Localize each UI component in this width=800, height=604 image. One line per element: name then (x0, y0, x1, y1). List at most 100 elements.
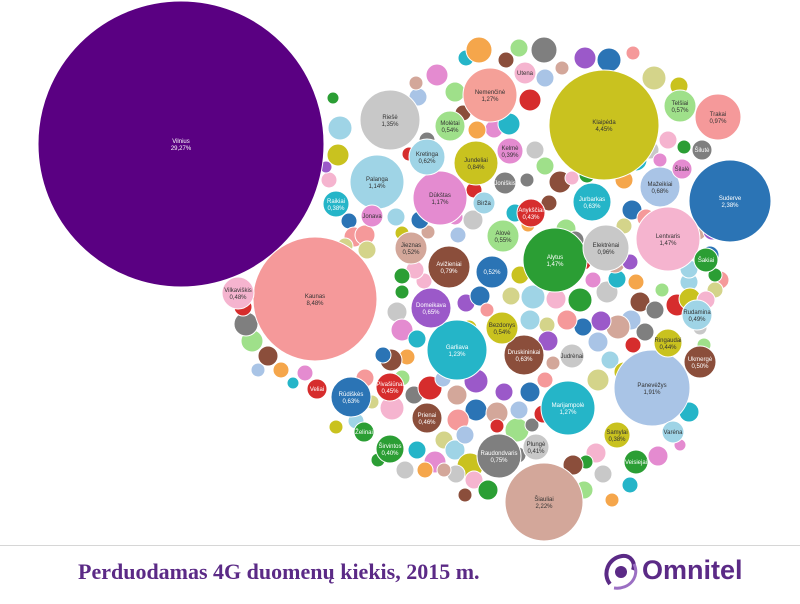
bubble-value: 1,27% (481, 97, 499, 103)
bubble-name: Kretinga (416, 152, 439, 158)
bubble: Šilalė (671, 158, 693, 180)
filler-bubble (408, 75, 424, 91)
bubble-circle (572, 182, 612, 222)
bubble-value: 4,45% (595, 127, 613, 133)
filler-bubble (395, 460, 415, 480)
bubble-circle (635, 206, 701, 272)
filler-bubble (328, 419, 344, 435)
bubble: Judrėnai (559, 343, 585, 369)
filler-bubble (327, 115, 353, 141)
bubble-name: Trakai (710, 112, 726, 118)
filler-bubble (407, 329, 427, 349)
bubble-value: 0,38% (327, 206, 345, 212)
filler-bubble (250, 362, 266, 378)
filler-bubble (573, 46, 597, 70)
filler-bubble (584, 271, 602, 289)
bubble-name: Raudondvaris (480, 451, 517, 457)
filler-bubble (465, 36, 493, 64)
bubble-name: Šilutė (694, 147, 710, 154)
bubble-circle (691, 139, 713, 161)
filler-bubble (587, 331, 609, 353)
bubble-name: Palanga (366, 177, 389, 183)
filler-bubble (497, 51, 515, 69)
bubble: Joniškis (493, 171, 517, 195)
bubble: Utena (513, 61, 537, 85)
bubble-circle (476, 433, 522, 479)
bubble-circle (394, 231, 428, 265)
filler-bubble (635, 322, 655, 342)
bubble-name: Alovė (495, 231, 511, 237)
bubble-circle (453, 140, 499, 186)
bubble-value: 0,40% (381, 451, 399, 457)
filler-bubble (647, 445, 669, 467)
chart-title: Perduodamas 4G duomenų kiekis, 2015 m. (78, 559, 480, 584)
bubble-circle (411, 402, 443, 434)
bubble-circle (475, 255, 509, 289)
bubble-circle (410, 287, 452, 329)
bubble-value: 8,48% (306, 301, 324, 307)
bubble-value: 0,57% (671, 108, 689, 114)
bubble-name: Judrėnai (560, 354, 583, 360)
filler-bubble (590, 310, 612, 332)
bubble-value: 0,68% (651, 189, 669, 195)
bubble-value: 0,63% (342, 399, 360, 405)
bubble-value: 0,97% (709, 119, 727, 125)
bubble-circle (427, 245, 471, 289)
bubble-name: Kelmė (501, 146, 519, 152)
bubble-value: 0,54% (493, 330, 511, 336)
bubble-name: Veisiejai (625, 460, 647, 466)
bubble: Jonava (360, 204, 384, 228)
bubble-value: 1,14% (368, 184, 386, 190)
bubble: Varėna (661, 420, 685, 444)
bubble-value: 1,27% (559, 410, 577, 416)
bubble-value: 0,44% (659, 345, 677, 351)
bubble: Šilutė (691, 139, 713, 161)
filler-bubble (326, 91, 340, 105)
bubble-value: 0,75% (490, 458, 508, 464)
bubble-name: Samylai (606, 430, 627, 436)
bubble-name: Raikiai (327, 199, 345, 205)
bubble-name: Avižieniai (436, 262, 461, 268)
bubble-value: 0,48% (229, 295, 247, 301)
bubble-circle (603, 421, 631, 449)
filler-bubble (444, 81, 466, 103)
bubble: Šakiai (693, 247, 719, 273)
bubble-circle (408, 138, 446, 176)
bubble-name: Joniškis (494, 181, 515, 187)
bubble-name: Klaipėda (592, 120, 616, 126)
bubble-name: Rudamina (683, 310, 711, 316)
filler-bubble (567, 287, 593, 313)
bubble-circle (37, 0, 325, 288)
bubble-circle (681, 299, 713, 331)
bubble-value: 1,17% (431, 200, 449, 206)
bubble-value: 0,63% (515, 357, 533, 363)
bubble-value: 2,22% (535, 504, 553, 510)
filler-bubble (462, 209, 484, 231)
filler-bubble (596, 47, 622, 73)
filler-bubble (624, 336, 642, 354)
filler-bubble (556, 309, 578, 331)
bubble-circle (426, 319, 488, 381)
filler-bubble (535, 156, 555, 176)
filler-bubble (494, 382, 514, 402)
bubble-name: Marijampolė (552, 403, 585, 409)
filler-bubble (641, 65, 667, 91)
bubble-name: Pivašiūnai (376, 382, 403, 388)
bubble-name: Druskininkai (508, 350, 541, 356)
filler-bubble (600, 350, 620, 370)
bubble-name: Bezdonys (489, 323, 515, 329)
bubble-value: 1,91% (643, 390, 661, 396)
bubble-name: Ringaudai (654, 338, 681, 344)
filler-bubble (286, 376, 300, 390)
